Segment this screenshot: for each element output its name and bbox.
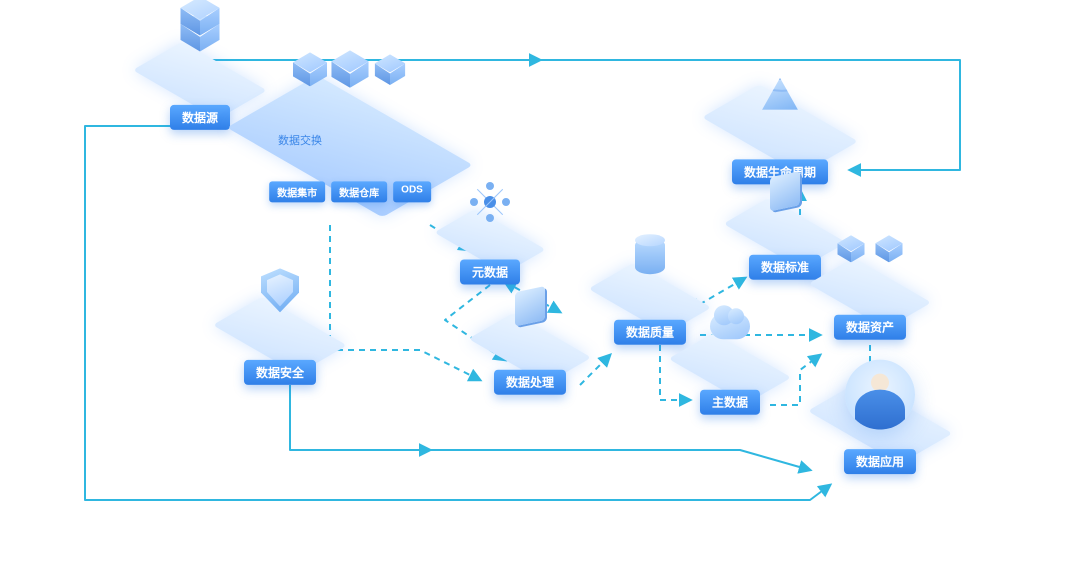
shield-icon [261, 268, 299, 312]
sublabel: ODS [393, 181, 431, 202]
node-lifecycle: 数据生命周期 [710, 89, 850, 170]
flow-edge [430, 450, 810, 470]
node-storage: 数据集市数据仓库 ODS [240, 82, 460, 210]
node-label: 数据处理 [494, 370, 566, 395]
node-application: 数据应用 [815, 385, 945, 460]
node-label: 数据安全 [244, 360, 316, 385]
cloud-icon [710, 313, 750, 339]
annotation: 数据交换 [278, 132, 322, 148]
node-asset: 数据资产 [815, 261, 925, 325]
person-icon [845, 360, 915, 430]
node-master: 主数据 [675, 336, 785, 400]
node-processing: 数据处理 [475, 316, 585, 380]
sublabel: 数据仓库 [331, 181, 387, 202]
node-label: 数据标准 [749, 255, 821, 280]
sublabel-row: 数据集市数据仓库 ODS [269, 181, 431, 202]
node-metadata: 元数据 [440, 212, 540, 270]
node-label: 数据资产 [834, 315, 906, 340]
pyramid-icon [762, 48, 798, 110]
sublabel: 数据集市 [269, 181, 325, 202]
flow-edge [290, 385, 430, 450]
node-quality: 数据质量 [595, 266, 705, 330]
cylinder-icon [635, 238, 665, 274]
molecule-icon [470, 182, 510, 222]
buildings-icon [293, 52, 407, 92]
node-security: 数据安全 [220, 300, 340, 370]
node-label: 数据应用 [844, 450, 916, 475]
node-standard: 数据标准 [730, 201, 840, 265]
card-icon [770, 174, 800, 208]
stack-icon [183, 15, 217, 55]
paircube-icon [834, 231, 906, 271]
node-label: 数据源 [170, 105, 230, 130]
card-icon [515, 289, 545, 323]
node-label: 主数据 [700, 390, 760, 415]
node-label: 元数据 [460, 260, 520, 285]
